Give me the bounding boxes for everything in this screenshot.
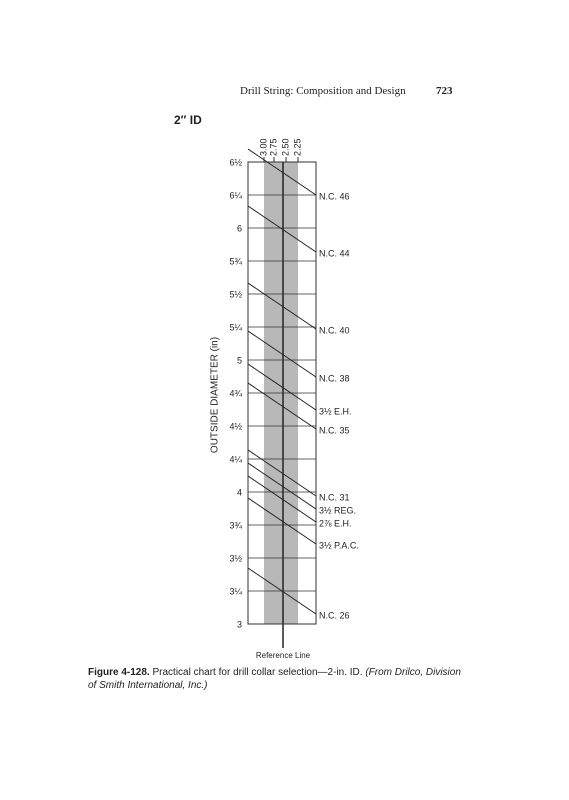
column-label: 2.50 <box>280 138 290 156</box>
connection-line <box>247 282 317 330</box>
connection-line <box>247 330 317 378</box>
page-number: 723 <box>436 85 453 97</box>
connection-label: N.C. 38 <box>319 373 350 383</box>
connection-label: N.C. 44 <box>319 248 350 258</box>
connection-label: 3½ REG. <box>319 505 356 515</box>
connection-line <box>247 462 317 510</box>
connection-line <box>247 148 317 196</box>
od-label: 6 <box>237 223 242 233</box>
diagram: Reference Line OUTSIDE DIAMETER (in) 3.0… <box>210 138 359 660</box>
od-label: 6¼ <box>229 190 242 200</box>
connection-label: N.C. 46 <box>319 191 350 201</box>
od-label: 5½ <box>229 289 242 299</box>
od-label: 5 <box>237 355 242 365</box>
connection-line <box>247 475 317 523</box>
connection-label: 3½ E.H. <box>319 406 352 416</box>
column-label: 2.25 <box>292 138 302 156</box>
connection-line <box>247 497 317 545</box>
od-label: 4¼ <box>229 454 242 464</box>
connection-label: 2⅞ E.H. <box>319 518 352 528</box>
reference-label: Reference Line <box>256 651 311 660</box>
connection-label: N.C. 26 <box>319 610 350 620</box>
figure-heading: 2″ ID <box>174 113 202 127</box>
od-label: 3¾ <box>229 520 242 530</box>
connection-label: N.C. 31 <box>319 492 350 502</box>
connection-line <box>247 205 317 253</box>
column-label: 2.75 <box>268 138 278 156</box>
caption-text: Practical chart for drill collar selecti… <box>152 667 363 678</box>
od-label: 3½ <box>229 553 242 563</box>
od-label: 3 <box>237 619 242 629</box>
connection-line <box>247 449 317 497</box>
connection-line <box>247 382 317 430</box>
od-label: 5¾ <box>229 256 242 266</box>
connection-line <box>247 363 317 411</box>
caption-source: (From Drilco, Division of Smith Internat… <box>88 667 461 691</box>
connection-label: N.C. 40 <box>319 325 350 335</box>
od-label: 3¼ <box>229 586 242 596</box>
od-label: 4¾ <box>229 388 242 398</box>
connection-label: N.C. 35 <box>319 425 350 435</box>
axis-label: OUTSIDE DIAMETER (in) <box>210 337 221 453</box>
caption: Figure 4-128. Practical chart for drill … <box>88 666 468 692</box>
column-label: 3.00 <box>258 138 268 156</box>
od-label: 4 <box>237 487 242 497</box>
od-label: 4½ <box>229 421 242 431</box>
running-header: Drill String: Composition and Design <box>240 85 406 97</box>
connection-line <box>247 567 317 615</box>
od-label: 6½ <box>229 157 242 167</box>
od-label: 5¼ <box>229 322 242 332</box>
connection-label: 3½ P.A.C. <box>319 540 359 550</box>
caption-label: Figure 4-128. <box>88 667 150 678</box>
